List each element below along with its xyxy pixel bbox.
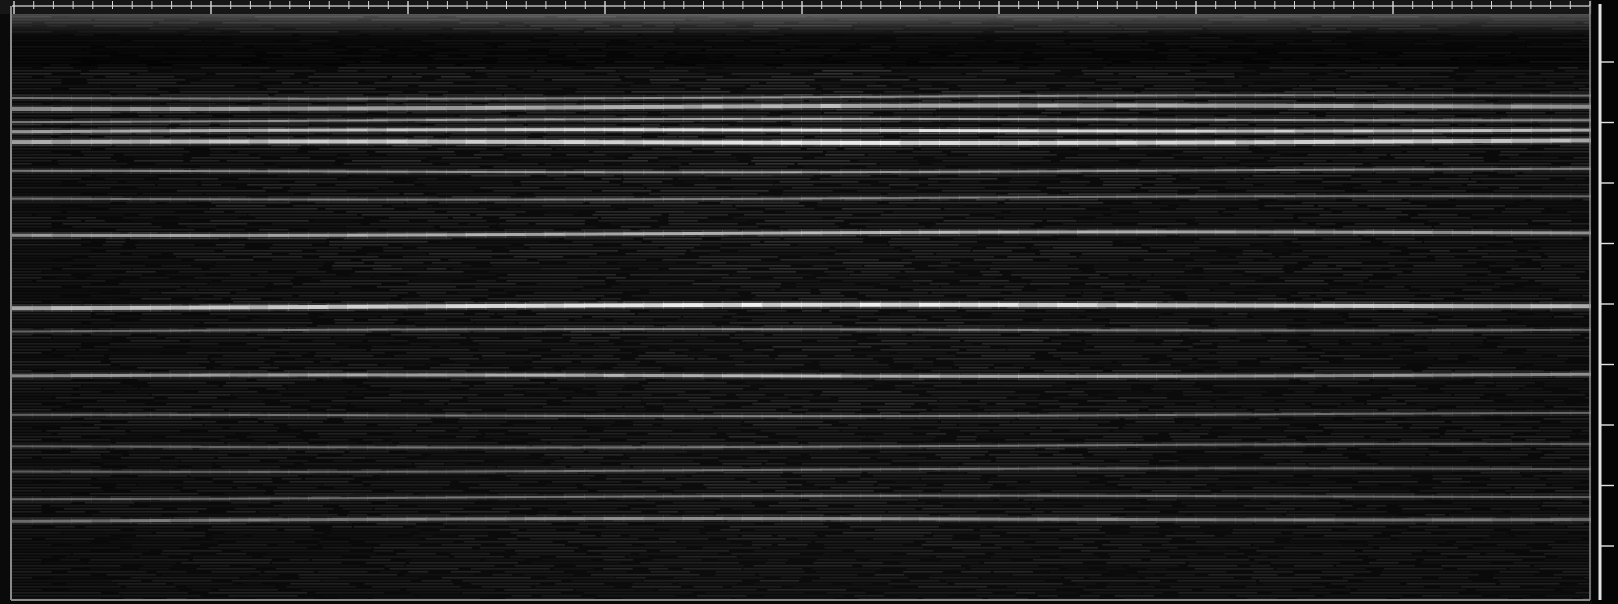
time-ruler-bg	[0, 0, 1618, 14]
time-ticks	[13, 1, 1591, 14]
time-ruler[interactable]	[0, 0, 1618, 14]
spectrogram-plot[interactable]	[12, 14, 1591, 600]
